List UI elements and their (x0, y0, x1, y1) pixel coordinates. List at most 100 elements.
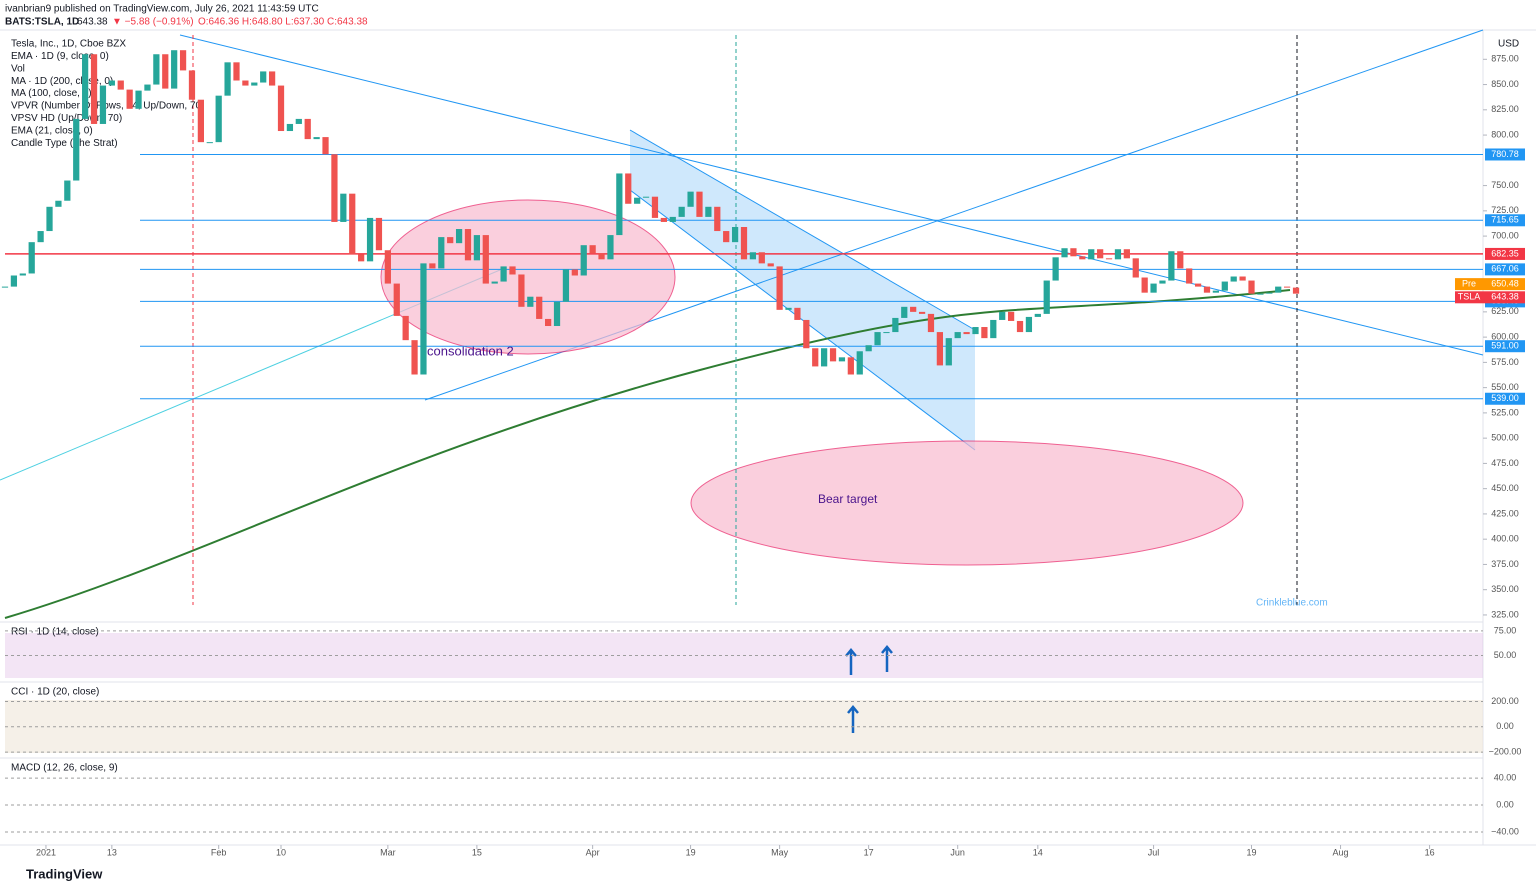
price-tag-label: 643.38 (1491, 292, 1519, 302)
currency: USD (1498, 39, 1519, 50)
footer-brand: TradingView (26, 866, 103, 881)
legend-item: VPSV HD (Up/Down, 70) (11, 113, 122, 124)
candle (37, 231, 44, 243)
candle (90, 54, 98, 124)
candle (945, 338, 952, 366)
candle (206, 142, 213, 144)
candle (1212, 290, 1220, 293)
trend-line (629, 129, 976, 331)
candle (1007, 311, 1015, 321)
candle (580, 245, 587, 276)
candle (1105, 258, 1113, 260)
y-tick-label: 875.00 (1491, 54, 1519, 64)
candle (740, 227, 748, 260)
price-tag-name: TSLA (1458, 292, 1481, 302)
candle (1150, 283, 1157, 293)
x-tick-label: Feb (211, 847, 227, 857)
candle (500, 266, 507, 282)
candle (349, 193, 356, 255)
candle (455, 229, 463, 244)
candle (1052, 257, 1059, 281)
candle (1079, 256, 1086, 260)
candle (188, 70, 196, 100)
price-tag-label: 539.00 (1491, 393, 1519, 403)
candle (1292, 287, 1300, 294)
price-tag-label: 682.35 (1491, 248, 1519, 258)
candle (642, 196, 650, 198)
candle (1088, 249, 1095, 260)
y-tick-label: 700.00 (1491, 230, 1519, 240)
y-tick-label: 425.00 (1491, 508, 1519, 518)
candle (1248, 280, 1255, 294)
candle (972, 327, 979, 335)
candle (340, 193, 347, 222)
last-price: 643.38 (77, 17, 108, 28)
candle (758, 252, 765, 264)
candle (171, 50, 178, 89)
arrow (845, 645, 893, 733)
candle (634, 197, 641, 204)
y-tick-label: 40.00 (1494, 773, 1517, 783)
candle (1025, 316, 1033, 333)
candle (135, 90, 142, 109)
candle (918, 311, 926, 314)
y-tick-label: 850.00 (1491, 79, 1519, 89)
candle (1141, 277, 1148, 293)
candle (687, 191, 694, 207)
price-tag (1455, 291, 1525, 304)
candle (153, 54, 160, 85)
candle (55, 200, 62, 207)
legend-item: MA · 1D (200, close, 0) (11, 76, 113, 87)
legend-item: Tesla, Inc., 1D, Cboe BZX (11, 39, 126, 50)
candle (598, 253, 605, 260)
y-tick-label: −40.00 (1491, 826, 1519, 836)
candle (286, 123, 294, 132)
annotation: consolidation 2 (427, 343, 514, 358)
candle (82, 54, 89, 119)
candle (1230, 276, 1237, 282)
candle (723, 231, 730, 243)
candle (1221, 281, 1228, 291)
candle (46, 206, 53, 232)
candle (883, 332, 890, 334)
candle (536, 296, 543, 319)
y-tick-label: 725.00 (1491, 205, 1519, 215)
candle (927, 313, 935, 333)
candle (1114, 249, 1122, 260)
candle (1159, 280, 1166, 284)
annotation: Bear target (818, 492, 878, 506)
candle (785, 307, 792, 310)
candle (19, 273, 26, 276)
candle (812, 348, 819, 367)
x-tick-label: 17 (864, 847, 874, 857)
publisher: ivanbrian9 published on TradingView.com,… (5, 4, 319, 15)
candle (331, 154, 338, 222)
candle (838, 357, 846, 362)
candle (277, 85, 285, 132)
candle (1284, 286, 1291, 288)
candle (669, 216, 676, 222)
price-tag (1485, 148, 1525, 161)
candle (865, 345, 872, 352)
candle (260, 71, 267, 83)
candle (509, 266, 516, 275)
candle (366, 217, 374, 262)
candle (616, 173, 623, 236)
candle (28, 242, 35, 274)
y-tick-label: 475.00 (1491, 458, 1519, 468)
candle (990, 319, 997, 339)
candle (874, 332, 881, 346)
candle (856, 351, 863, 375)
candle (242, 80, 249, 86)
y-tick-label: 800.00 (1491, 129, 1519, 139)
y-tick-label: 825.00 (1491, 104, 1519, 114)
candle (224, 62, 231, 96)
candle (1239, 276, 1246, 281)
candle (776, 266, 783, 310)
x-tick-label: Jun (950, 847, 965, 857)
candle (1097, 249, 1104, 259)
candle (162, 54, 169, 89)
y-tick-label: 400.00 (1491, 534, 1519, 544)
candle (1257, 293, 1264, 295)
